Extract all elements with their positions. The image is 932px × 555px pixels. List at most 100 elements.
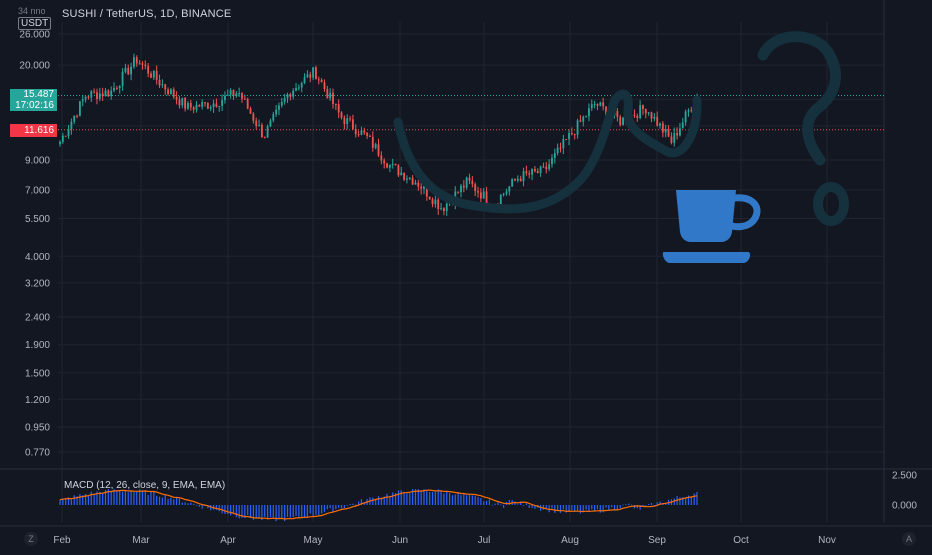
macd-bar bbox=[685, 497, 687, 505]
candle-down bbox=[315, 67, 317, 80]
macd-bar bbox=[346, 505, 348, 506]
macd-bar bbox=[130, 490, 132, 505]
macd-bar bbox=[167, 499, 169, 505]
candle-down bbox=[320, 79, 323, 83]
macd-bar bbox=[608, 505, 610, 511]
x-tick-label: Sep bbox=[648, 535, 666, 546]
symbol-header: SUSHI / TetherUS, 1D, BINANCE bbox=[62, 8, 232, 20]
candle-up bbox=[235, 93, 238, 97]
macd-bar bbox=[73, 495, 75, 505]
price-scale-clip: 34 nno bbox=[18, 6, 46, 16]
macd-bar bbox=[289, 505, 291, 518]
macd-bar bbox=[562, 505, 564, 510]
macd-tick-label: 2.500 bbox=[892, 471, 917, 482]
macd-bar bbox=[153, 491, 155, 505]
macd-bar bbox=[321, 505, 323, 514]
macd-bar bbox=[340, 505, 343, 509]
macd-bar bbox=[480, 498, 482, 505]
candle-down bbox=[198, 104, 201, 107]
candle-up bbox=[152, 70, 155, 78]
macd-bar bbox=[412, 489, 414, 505]
candle-down bbox=[417, 182, 420, 187]
macd-bar bbox=[406, 493, 408, 505]
macd-label[interactable]: MACD (12, 26, close, 9, EMA, EMA) bbox=[64, 480, 226, 491]
y-tick-label: 7.000 bbox=[25, 185, 50, 196]
candle-down bbox=[189, 102, 192, 108]
macd-bar bbox=[596, 505, 599, 510]
candle-down bbox=[263, 137, 266, 139]
macd-bar bbox=[500, 504, 502, 506]
candle-up bbox=[434, 199, 437, 205]
candle-up bbox=[400, 172, 403, 176]
y-tick-label: 1.200 bbox=[25, 395, 50, 406]
macd-bar bbox=[582, 505, 584, 512]
macd-bar bbox=[625, 504, 627, 505]
y-tick-label: 9.000 bbox=[25, 155, 50, 166]
candle-down bbox=[619, 116, 622, 125]
macd-bar bbox=[471, 495, 473, 505]
macd-bar bbox=[377, 496, 380, 505]
macd-bar bbox=[301, 505, 303, 517]
macd-bar bbox=[116, 491, 118, 505]
macd-bar bbox=[207, 505, 209, 509]
auto-scale-button[interactable]: A bbox=[902, 532, 916, 546]
candle-up bbox=[59, 141, 61, 145]
candle-down bbox=[386, 163, 388, 168]
macd-bar bbox=[696, 491, 698, 505]
macd-bar bbox=[150, 491, 152, 505]
macd-bar bbox=[574, 505, 576, 513]
candle-down bbox=[147, 66, 150, 74]
candle-down bbox=[87, 96, 90, 98]
candle-down bbox=[115, 87, 118, 89]
macd-bar bbox=[642, 505, 644, 507]
candle-down bbox=[605, 106, 607, 117]
candle-up bbox=[90, 91, 93, 98]
timezone-button[interactable]: Z bbox=[24, 532, 38, 546]
candle-down bbox=[579, 120, 582, 122]
macd-bar bbox=[338, 505, 340, 508]
candle-down bbox=[363, 130, 366, 133]
candle-down bbox=[192, 107, 195, 110]
candle-down bbox=[636, 115, 639, 118]
candle-down bbox=[670, 136, 673, 143]
question-mark-dot bbox=[813, 182, 849, 226]
candle-up bbox=[61, 135, 64, 142]
candle-down bbox=[425, 185, 428, 197]
macd-bar bbox=[426, 490, 428, 505]
macd-bar bbox=[392, 492, 394, 505]
macd-bar bbox=[659, 501, 661, 505]
candle-down bbox=[204, 102, 206, 104]
macd-bar bbox=[173, 499, 175, 505]
candle-up bbox=[84, 96, 87, 100]
candle-up bbox=[465, 177, 468, 188]
currency-badge[interactable]: 34 nno USDT bbox=[18, 6, 52, 30]
candle-down bbox=[175, 96, 178, 100]
candle-up bbox=[124, 67, 127, 72]
candle-up bbox=[582, 116, 585, 122]
candle-down bbox=[93, 91, 96, 93]
macd-bar bbox=[175, 496, 178, 505]
macd-bar bbox=[238, 505, 240, 519]
macd-bar bbox=[76, 496, 78, 505]
macd-bar bbox=[423, 489, 425, 505]
macd-bar bbox=[252, 505, 254, 520]
macd-bar bbox=[329, 505, 331, 509]
macd-bar bbox=[110, 491, 112, 505]
candle-up bbox=[292, 90, 295, 97]
macd-bar bbox=[127, 492, 129, 505]
macd-bar bbox=[184, 502, 186, 505]
candle-up bbox=[502, 193, 505, 195]
macd-bar bbox=[517, 504, 519, 506]
candle-down bbox=[76, 115, 78, 117]
macd-bar bbox=[639, 505, 641, 510]
y-tick-label: 0.770 bbox=[25, 448, 50, 459]
candle-down bbox=[144, 64, 147, 67]
candle-down bbox=[565, 139, 568, 141]
cup-saucer bbox=[662, 252, 751, 263]
candle-up bbox=[209, 107, 212, 109]
macd-bar bbox=[645, 505, 647, 506]
macd-bar bbox=[520, 501, 522, 505]
candle-up bbox=[406, 178, 408, 180]
